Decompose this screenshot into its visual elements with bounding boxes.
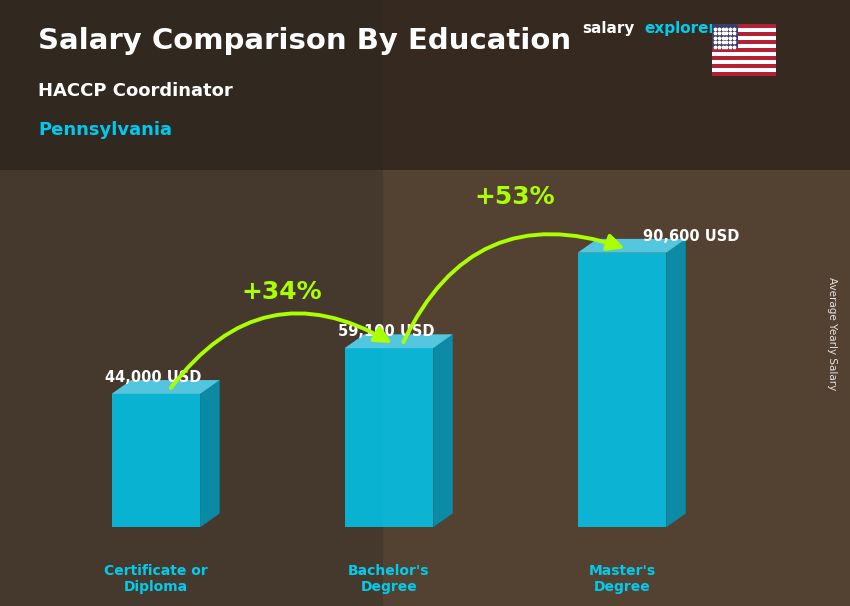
Bar [712,52,776,56]
Bar [712,32,776,36]
Text: Bachelor's
Degree: Bachelor's Degree [348,564,430,594]
Text: 44,000 USD: 44,000 USD [105,370,201,385]
Polygon shape [111,380,219,394]
Text: +34%: +34% [241,281,322,304]
Text: Salary Comparison By Education: Salary Comparison By Education [38,27,571,55]
Polygon shape [666,239,686,527]
Polygon shape [200,380,219,527]
Bar [0,0,850,170]
Polygon shape [344,335,453,348]
Text: 90,600 USD: 90,600 USD [643,228,740,244]
Bar [712,24,738,48]
Text: 59,100 USD: 59,100 USD [337,324,434,339]
Bar [0,170,382,606]
Bar [712,48,776,52]
Text: salary: salary [582,21,635,36]
Polygon shape [578,239,686,253]
Text: Master's
Degree: Master's Degree [588,564,655,594]
Text: Pennsylvania: Pennsylvania [38,121,173,139]
Bar [712,28,776,32]
Bar [712,60,776,64]
Polygon shape [434,335,453,527]
Bar [712,68,776,72]
Bar [712,64,776,68]
Text: HACCP Coordinator: HACCP Coordinator [38,82,233,100]
Text: explorer.com: explorer.com [644,21,755,36]
Bar [712,40,776,44]
Bar [712,36,776,40]
Text: Certificate or
Diploma: Certificate or Diploma [104,564,207,594]
Bar [712,24,776,28]
Polygon shape [111,394,200,527]
Polygon shape [344,348,434,527]
Polygon shape [578,253,666,527]
Bar [712,44,776,48]
Bar [712,56,776,60]
Text: +53%: +53% [474,185,555,209]
Bar [712,72,776,76]
Text: Average Yearly Salary: Average Yearly Salary [827,277,837,390]
Bar [382,0,850,606]
